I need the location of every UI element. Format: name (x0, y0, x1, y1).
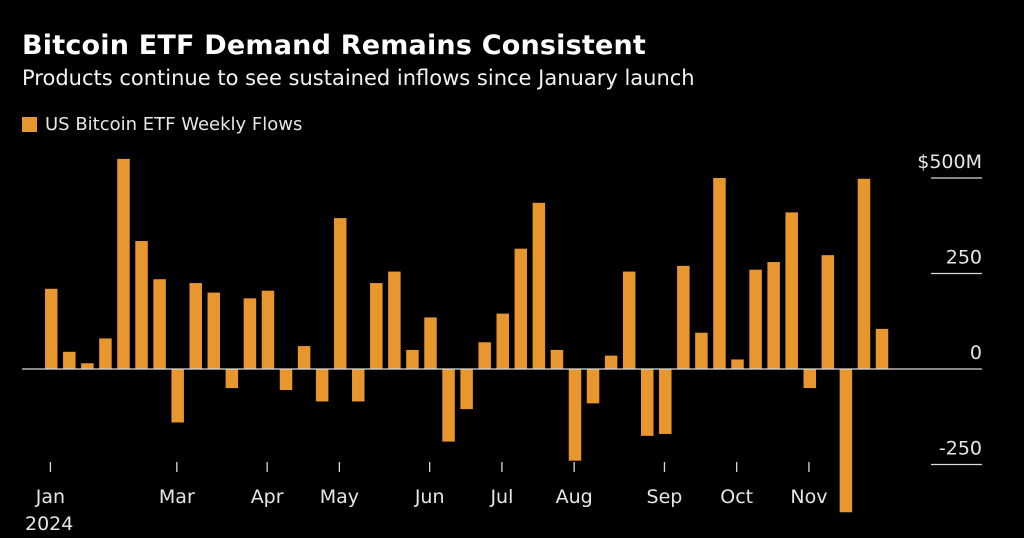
x-tick-label: Mar (159, 486, 195, 508)
bar-week-25 (478, 342, 491, 369)
bar-week-40 (749, 269, 762, 369)
bar-week-31 (586, 369, 600, 404)
bar-week-2 (63, 351, 76, 369)
legend-label: US Bitcoin ETF Weekly Flows (45, 114, 303, 135)
bar-week-16 (315, 369, 329, 402)
bar-week-37 (695, 332, 708, 369)
chart-subtitle: Products continue to see sustained inflo… (22, 66, 695, 90)
bar-week-42 (785, 212, 798, 369)
bar-week-39 (731, 359, 744, 369)
chart-title: Bitcoin ETF Demand Remains Consistent (22, 30, 647, 61)
x-tick-label: Oct (720, 486, 753, 508)
bar-week-1 (45, 288, 58, 369)
x-tick-label: Nov (790, 486, 827, 508)
bar-week-19 (370, 283, 383, 369)
bar-week-3 (81, 363, 94, 369)
bar-week-9 (189, 283, 202, 369)
legend-swatch (22, 117, 37, 132)
bar-week-10 (207, 292, 221, 369)
bar-week-8 (171, 369, 184, 423)
x-tick-label: Jul (489, 486, 513, 508)
x-tick-label: Sep (647, 486, 683, 508)
x-axis: Jan Mar Apr May Jun Jul Aug Sep Oct Nov 2024 (25, 462, 827, 535)
y-tick-label: -250 (939, 438, 982, 460)
bar-week-28 (532, 202, 546, 369)
bar-week-20 (388, 271, 401, 369)
bar-week-23 (442, 369, 455, 442)
bars-group (45, 158, 889, 513)
bar-week-29 (550, 349, 564, 369)
x-year-label: 2024 (25, 513, 73, 535)
bar-week-46 (857, 178, 871, 369)
bar-week-13 (261, 290, 275, 369)
bar-week-41 (767, 262, 780, 369)
bar-week-11 (225, 369, 239, 389)
bar-week-5 (117, 158, 130, 369)
bar-week-36 (677, 265, 690, 369)
x-tick-label: Jan (35, 486, 65, 508)
bar-week-15 (297, 346, 311, 369)
bar-week-35 (659, 369, 672, 434)
y-tick-label: 0 (970, 342, 982, 364)
bar-week-21 (406, 349, 419, 369)
bar-week-18 (352, 369, 365, 402)
bar-week-24 (460, 369, 473, 410)
bar-week-14 (279, 369, 293, 391)
bar-week-33 (622, 271, 636, 369)
x-tick-label: Apr (251, 486, 284, 508)
y-tick-label: $500M (917, 151, 982, 173)
bar-week-47 (875, 328, 889, 369)
bar-week-30 (568, 369, 582, 461)
bar-week-17 (333, 218, 347, 369)
bar-week-45 (839, 369, 853, 513)
bar-week-7 (153, 279, 166, 369)
bar-week-43 (803, 369, 817, 389)
bar-week-26 (496, 313, 509, 369)
legend: US Bitcoin ETF Weekly Flows (22, 114, 302, 135)
y-tick-label: 250 (946, 247, 982, 269)
bar-week-6 (135, 241, 148, 369)
x-tick-label: May (320, 486, 359, 508)
bar-week-38 (713, 178, 726, 369)
bar-week-34 (640, 369, 654, 436)
bar-week-4 (99, 338, 112, 369)
bar-week-44 (821, 255, 835, 369)
bar-week-27 (514, 248, 528, 369)
x-tick-label: Aug (556, 486, 593, 508)
x-tick-label: Jun (414, 486, 445, 508)
bar-week-22 (424, 317, 437, 369)
bar-week-32 (604, 355, 618, 369)
y-axis: $500M 250 0 -250 (22, 151, 982, 466)
bar-week-12 (243, 298, 257, 369)
